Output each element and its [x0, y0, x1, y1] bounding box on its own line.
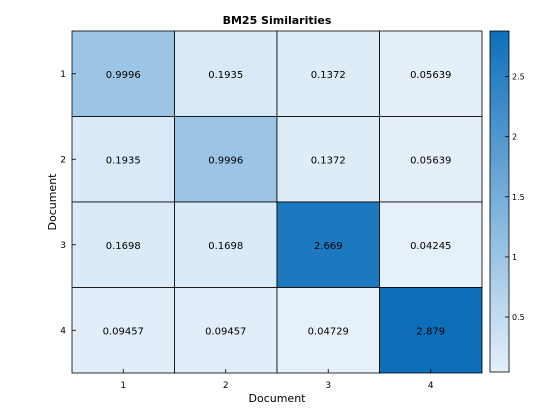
colorbar-tick-label: 1: [512, 253, 517, 262]
cell-value-label: 0.05639: [410, 155, 451, 166]
y-axis-ticks: 1 2 3 4: [60, 70, 76, 336]
x-tick-label: 1: [120, 381, 126, 391]
heatmap-cells: 0.9996 0.1935 0.1372 0.05639 0.1935 0.9996 0.1…: [71, 30, 483, 374]
cell-value-label: 0.04245: [410, 241, 451, 252]
heatmap-cell: [174, 30, 278, 117]
heatmap-cell: [379, 116, 483, 203]
heatmap-cell: [379, 30, 483, 117]
colorbar-tick-label: 0.5: [512, 313, 525, 322]
chart-title: BM25 Similarities: [223, 14, 332, 27]
cell-value-label: 0.9996: [208, 155, 243, 166]
cell-value-label: 0.9996: [106, 70, 141, 81]
x-axis-label: Document: [249, 392, 307, 405]
cell-value-label: 0.05639: [410, 70, 451, 81]
x-axis-ticks: 1 2 3 4: [120, 369, 434, 391]
cell-value-label: 0.1698: [106, 241, 141, 252]
heatmap-cell: [276, 30, 380, 117]
x-tick-label: 4: [428, 381, 434, 391]
heatmap-cell: [174, 287, 278, 374]
x-tick-label: 2: [223, 381, 229, 391]
x-tick-label: 3: [325, 381, 331, 391]
heatmap-cell: [174, 201, 278, 288]
heatmap-cell: [71, 116, 175, 203]
y-tick-label: 1: [60, 70, 66, 80]
colorbar-tick-label: 2.5: [512, 73, 525, 82]
y-tick-label: 2: [60, 155, 66, 165]
colorbar-tick-label: 1.5: [512, 193, 525, 202]
cell-value-label: 0.04729: [308, 326, 349, 337]
y-tick-label: 3: [60, 241, 66, 251]
heatmap-cell: [379, 201, 483, 288]
colorbar-tick-label: 2: [512, 133, 517, 142]
cell-value-label: 0.09457: [103, 326, 144, 337]
y-tick-label: 4: [60, 326, 66, 336]
heatmap-cell: [71, 30, 175, 117]
cell-value-label: 0.1935: [106, 155, 141, 166]
cell-value-label: 0.1372: [311, 155, 346, 166]
cell-value-label: 0.1698: [208, 241, 243, 252]
heatmap-cell: [174, 116, 278, 203]
cell-value-label: 0.09457: [205, 326, 246, 337]
cell-value-label: 2.879: [416, 326, 445, 337]
heatmap-cell: [71, 287, 175, 374]
cell-value-label: 0.1372: [311, 70, 346, 81]
cell-value-label: 2.669: [314, 241, 343, 252]
colorbar: [489, 30, 510, 373]
colorbar-ticks: 0.5 1 1.5 2 2.5: [505, 73, 525, 322]
heatmap-cell: [276, 287, 380, 374]
cell-value-label: 0.1935: [208, 70, 243, 81]
y-axis-label: Document: [46, 173, 59, 231]
heatmap-cell: [379, 287, 483, 374]
